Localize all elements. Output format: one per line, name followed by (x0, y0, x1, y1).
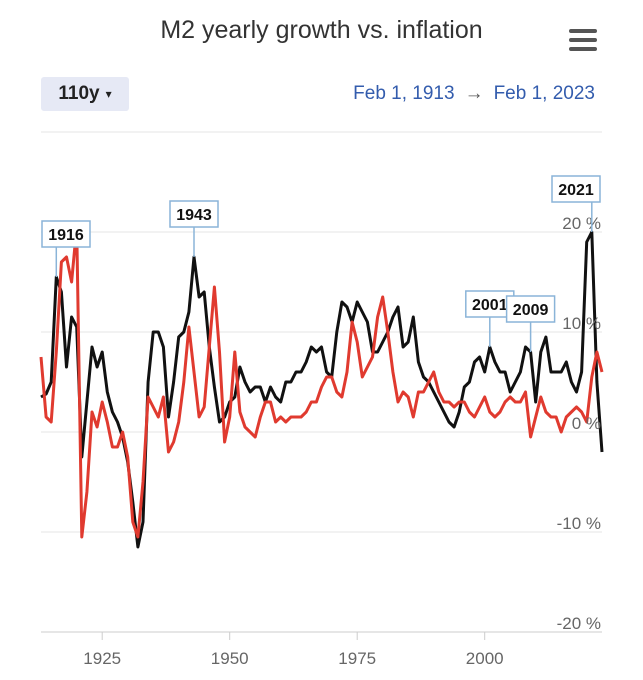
range-dropdown-button[interactable]: 110y ▾ (41, 77, 129, 111)
x-tick-label: 1975 (338, 649, 376, 668)
chevron-down-icon: ▾ (105, 87, 112, 101)
annotation-flag[interactable] (465, 290, 515, 318)
annotation-label: 1916 (48, 227, 84, 244)
x-tick-label: 1950 (211, 649, 249, 668)
x-tick-label: 1925 (83, 649, 121, 668)
y-tick-label: 0 % (572, 414, 601, 433)
series-line-inflation (39, 225, 604, 539)
date-to[interactable]: Feb 1, 2023 (493, 83, 595, 104)
annotation-flag[interactable] (551, 175, 601, 203)
menu-icon[interactable] (567, 27, 599, 53)
y-tick-label: 20 % (562, 214, 601, 233)
series-line-m2 (40, 230, 604, 549)
annotation-flag[interactable] (41, 220, 91, 248)
annotation-flag[interactable] (169, 200, 219, 228)
annotation-label: 2001 (472, 297, 508, 314)
y-tick-label: -20 % (557, 614, 601, 633)
annotation-label: 2009 (513, 302, 549, 319)
y-tick-label: -10 % (557, 514, 601, 533)
x-tick-label: 2000 (466, 649, 504, 668)
range-label: 110y (58, 83, 100, 104)
annotation-flag[interactable] (505, 295, 556, 323)
annotation-label: 2021 (558, 182, 594, 199)
annotation-label: 1943 (176, 207, 212, 224)
arrow-right-icon: → (464, 83, 484, 104)
y-tick-label: 10 % (562, 314, 601, 333)
chart-title: M2 yearly growth vs. inflation (160, 16, 483, 44)
date-range: Feb 1, 1913 → Feb 1, 2023 (353, 83, 595, 105)
date-from[interactable]: Feb 1, 1913 (353, 83, 455, 104)
